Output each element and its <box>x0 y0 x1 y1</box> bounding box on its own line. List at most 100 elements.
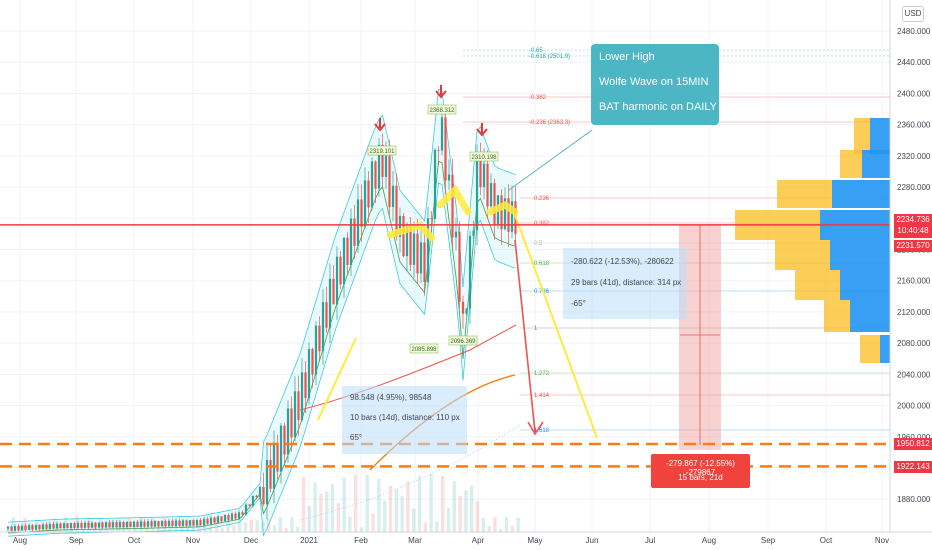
volume-bar <box>510 526 514 532</box>
candle-body <box>118 521 122 528</box>
fib-label: -0.382 <box>529 95 547 101</box>
candle-body <box>178 520 181 526</box>
volume-bar <box>151 517 155 532</box>
down-arrow-marker <box>435 90 447 99</box>
volume-bar <box>185 521 190 532</box>
vp-bar-down <box>860 335 880 363</box>
projection-arrow-head <box>527 421 544 436</box>
candle-body <box>440 117 444 151</box>
candle-body <box>174 520 178 527</box>
candle-body <box>97 522 101 528</box>
candle-body <box>318 325 321 352</box>
measure-box-left[interactable]: 98.548 (4.95%), 98548 10 bars (14d), dis… <box>342 386 467 454</box>
pivot-label: 2310.198 <box>471 155 497 161</box>
candle-body <box>461 301 465 314</box>
pivot-label: 2319.101 <box>369 149 395 155</box>
annotation-callout[interactable]: Lower High Wolfe Wave on 15MIN BAT harmo… <box>591 44 719 125</box>
volume-bar <box>307 505 311 532</box>
candle-body <box>398 215 402 237</box>
volume-profile <box>735 118 890 363</box>
measure-right-bars: 29 bars (41d), distance: 314 px <box>571 278 682 287</box>
currency-button[interactable]: USD <box>902 6 924 22</box>
y-tick-label: 2480.000 <box>897 27 931 36</box>
vp-bar-up <box>832 180 890 208</box>
volume-bar <box>383 500 387 532</box>
candle-body <box>360 199 363 227</box>
volume-bar <box>319 493 323 532</box>
pivot-label-box <box>469 151 499 162</box>
bollinger-band <box>8 89 516 537</box>
band-lower-line <box>7 182 516 537</box>
candle-body <box>500 195 503 230</box>
candle-body <box>115 522 118 528</box>
x-tick-label: Mar <box>408 536 422 545</box>
y-tick-label: 2440.000 <box>897 58 931 67</box>
pivot-label-box <box>448 335 478 346</box>
candle-body <box>346 237 349 266</box>
candle-body <box>363 180 367 227</box>
volume-bar <box>493 517 497 532</box>
projection-arrow <box>514 239 536 433</box>
volume-bar <box>481 517 485 532</box>
candle-body <box>167 520 171 527</box>
candle-body <box>283 425 286 455</box>
candle-body <box>447 174 451 181</box>
wolfe-line-left <box>317 337 357 421</box>
measure-box-right[interactable]: -280.622 (-12.53%), -280622 29 bars (41d… <box>563 248 687 319</box>
measure-right-price: -280.622 (-12.53%), -280622 <box>571 257 674 266</box>
candle-body <box>293 391 297 438</box>
fib-label: 0.382 <box>534 221 550 227</box>
candle-body <box>41 524 45 530</box>
fib-label: 1.414 <box>534 393 550 399</box>
candle-body <box>20 525 24 531</box>
pivot-label: 2096.369 <box>450 339 476 345</box>
candle-body <box>153 521 157 527</box>
fib-label: -0.65 <box>529 48 543 54</box>
vp-bar-down <box>795 270 840 300</box>
fib-label: -0.618 (2501.9) <box>529 54 570 60</box>
volume-bar <box>446 507 451 532</box>
volume-bar <box>435 521 439 532</box>
volume-bar <box>180 520 184 532</box>
volume-bar <box>209 526 213 532</box>
candle-body <box>10 526 13 531</box>
volume-bar <box>441 475 445 532</box>
current-price: 2234.736 <box>896 215 930 224</box>
target-price: -279.867 (-12.55%) -279867 <box>666 459 735 477</box>
candle-body <box>150 521 153 527</box>
fib-label: 0.618 <box>534 261 550 267</box>
target-projection-box[interactable]: -279.867 (-12.55%) -279867 15 bars, 21d <box>651 454 750 488</box>
candle-body <box>384 155 388 177</box>
x-tick-label: Sep <box>761 536 776 545</box>
candle-body <box>132 521 136 528</box>
y-tick-label: 2400.000 <box>897 89 931 98</box>
x-tick-label: Aug <box>13 536 27 545</box>
volume-bar <box>394 489 398 532</box>
volume-bar <box>214 517 219 532</box>
candle-body <box>244 504 248 515</box>
candle-body <box>381 144 384 177</box>
volume-bar <box>499 528 503 532</box>
x-tick-label: Sep <box>69 536 84 545</box>
candle-body <box>227 514 230 520</box>
x-tick-label: 2021 <box>300 536 318 545</box>
candle-body <box>185 520 188 526</box>
measure-left-bars: 10 bars (14d), distance: 110 px <box>350 413 460 422</box>
candle-body <box>111 522 115 528</box>
candle-body <box>213 517 216 523</box>
candle-body <box>419 242 423 274</box>
volume-bar <box>487 525 491 532</box>
candle-body <box>304 372 307 399</box>
volume-bar <box>11 517 16 532</box>
candle-body <box>507 198 510 232</box>
sma-red-line <box>299 324 517 411</box>
candle-body <box>230 513 234 520</box>
candle-body <box>76 522 80 528</box>
volume-bar <box>377 478 381 532</box>
candle-body <box>374 161 377 189</box>
x-tick-label: Aug <box>702 536 716 545</box>
volume-bar <box>470 485 474 532</box>
candle-body <box>258 487 262 498</box>
